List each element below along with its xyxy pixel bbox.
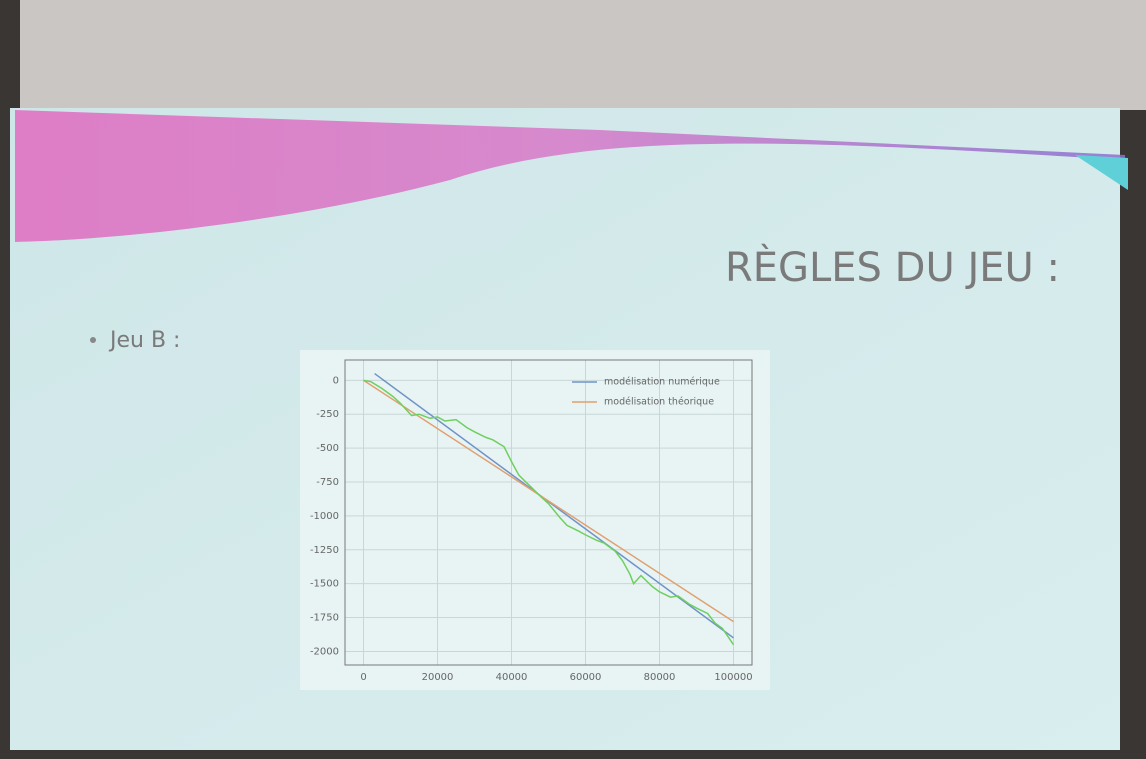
y-tick-label: -1750	[310, 613, 339, 624]
slide-title: RÈGLES DU JEU :	[725, 243, 1060, 291]
x-tick-label: 100000	[714, 672, 752, 683]
legend-label: modélisation numérique	[604, 377, 720, 388]
photo: RÈGLES DU JEU : Jeu B : 0 -250 -500 -750 -10…	[0, 0, 1146, 755]
x-tick-label: 40000	[496, 672, 528, 683]
x-tick-label: 60000	[570, 672, 602, 683]
y-tick-label: -250	[316, 409, 339, 420]
x-tick-label: 20000	[422, 672, 454, 683]
bullet-text: Jeu B :	[108, 328, 180, 353]
legend-label: modélisation théorique	[604, 397, 714, 408]
y-tick-label: 0	[333, 375, 339, 386]
x-tick-label: 80000	[644, 672, 676, 683]
y-tick-label: -1500	[310, 579, 339, 590]
bullet-dot	[90, 337, 96, 343]
x-tick-label: 0	[360, 672, 366, 683]
y-tick-label: -1250	[310, 545, 339, 556]
y-tick-label: -500	[316, 443, 339, 454]
y-tick-label: -2000	[310, 646, 339, 657]
y-tick-label: -750	[316, 477, 339, 488]
wall	[20, 0, 1146, 110]
y-tick-label: -1000	[310, 511, 339, 522]
